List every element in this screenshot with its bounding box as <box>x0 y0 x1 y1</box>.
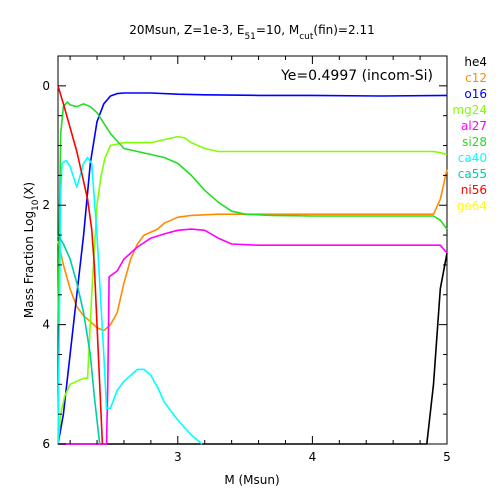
series-line-o16 <box>57 92 448 445</box>
series-line-mg24 <box>57 135 448 445</box>
series-line-si28 <box>57 101 448 325</box>
y-tick-label-0: 0 <box>42 79 50 93</box>
plot-frame <box>57 55 448 445</box>
legend-entry-ni56: ni56 <box>461 183 487 197</box>
x-tick-label-0: 3 <box>174 450 182 464</box>
series-line-ca40 <box>57 156 203 445</box>
series-line-ca55 <box>57 234 101 445</box>
series-line-ni56 <box>57 85 104 445</box>
legend: he4 c12 o16 mg24 al27 si28 ca40 ca55 ni56 ge64 <box>452 55 487 213</box>
legend-entry-o16: o16 <box>464 87 487 101</box>
legend-entry-c12: c12 <box>465 71 487 85</box>
x-tick-label-1: 4 <box>309 450 317 464</box>
y-tick-label-1: 2 <box>42 198 50 212</box>
legend-entry-ca40: ca40 <box>458 151 487 165</box>
y-tick-label-2: 4 <box>42 318 50 332</box>
series-layer <box>57 85 448 445</box>
series-line-c12 <box>57 169 448 332</box>
chart-title: 20Msun, Z=1e-3, E51=10, Mcut(fin)=2.11 <box>129 23 374 42</box>
legend-entry-ca55: ca55 <box>458 167 487 181</box>
legend-entry-he4: he4 <box>464 55 487 69</box>
legend-entry-ge64: ge64 <box>457 199 487 213</box>
legend-entry-al27: al27 <box>461 119 487 133</box>
x-tick-label-2: 5 <box>443 450 451 464</box>
series-line-al27 <box>58 228 448 445</box>
y-axis-title: Mass Fraction Log10(X) <box>22 182 41 318</box>
ticks-layer: 3 4 5 0 2 4 6 <box>42 55 451 464</box>
legend-entry-mg24: mg24 <box>452 103 487 117</box>
annotation-ye: Ye=0.4997 (incom-Si) <box>280 68 433 84</box>
x-axis-title: M (Msun) <box>224 473 279 487</box>
series-line-he4 <box>58 252 448 445</box>
y-tick-label-3: 6 <box>42 437 50 451</box>
legend-entry-si28: si28 <box>462 135 487 149</box>
